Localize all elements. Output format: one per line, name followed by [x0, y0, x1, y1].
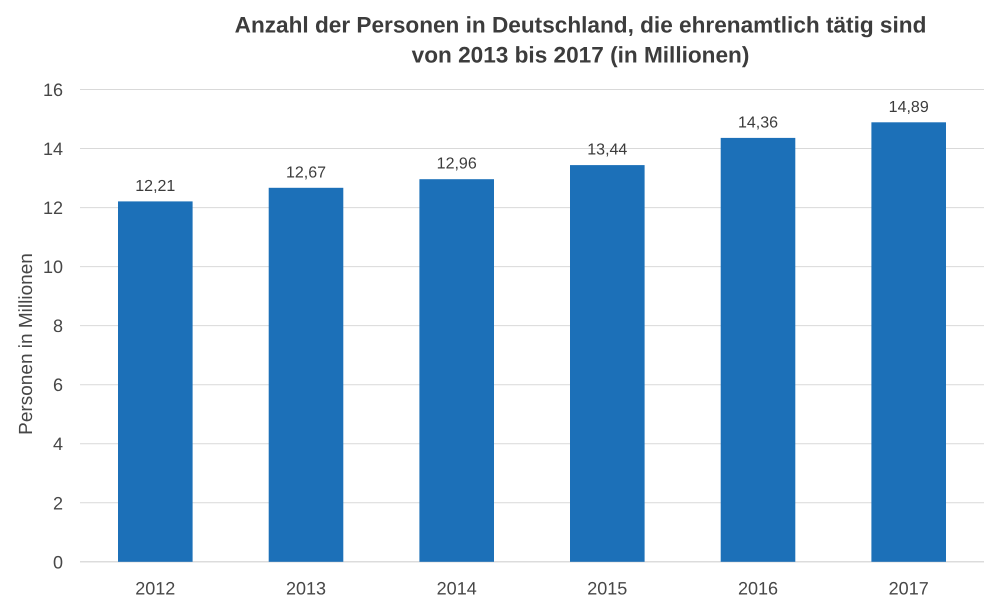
- svg-text:Personen in Millionen: Personen in Millionen: [16, 253, 37, 435]
- svg-text:2017: 2017: [889, 579, 929, 599]
- svg-text:12: 12: [43, 198, 63, 218]
- svg-text:10: 10: [43, 257, 63, 277]
- svg-text:2: 2: [53, 493, 63, 513]
- svg-text:12,21: 12,21: [135, 178, 175, 195]
- svg-text:0: 0: [53, 552, 63, 572]
- svg-text:2013: 2013: [286, 579, 326, 599]
- svg-text:2015: 2015: [587, 579, 627, 599]
- svg-text:2014: 2014: [437, 579, 477, 599]
- svg-text:12,96: 12,96: [437, 156, 477, 173]
- svg-text:14: 14: [43, 139, 63, 159]
- svg-text:16: 16: [43, 80, 63, 100]
- svg-text:13,44: 13,44: [587, 142, 627, 159]
- svg-text:2012: 2012: [135, 579, 175, 599]
- svg-text:von 2013 bis 2017 (in Millione: von 2013 bis 2017 (in Millionen): [412, 43, 750, 68]
- svg-text:6: 6: [53, 375, 63, 395]
- svg-text:14,36: 14,36: [738, 114, 778, 131]
- svg-text:4: 4: [53, 434, 63, 454]
- svg-text:2016: 2016: [738, 579, 778, 599]
- svg-text:14,89: 14,89: [889, 99, 929, 116]
- svg-text:8: 8: [53, 316, 63, 336]
- svg-text:12,67: 12,67: [286, 164, 326, 181]
- svg-text:Anzahl der Personen in Deutsch: Anzahl der Personen in Deutschland, die …: [235, 13, 927, 38]
